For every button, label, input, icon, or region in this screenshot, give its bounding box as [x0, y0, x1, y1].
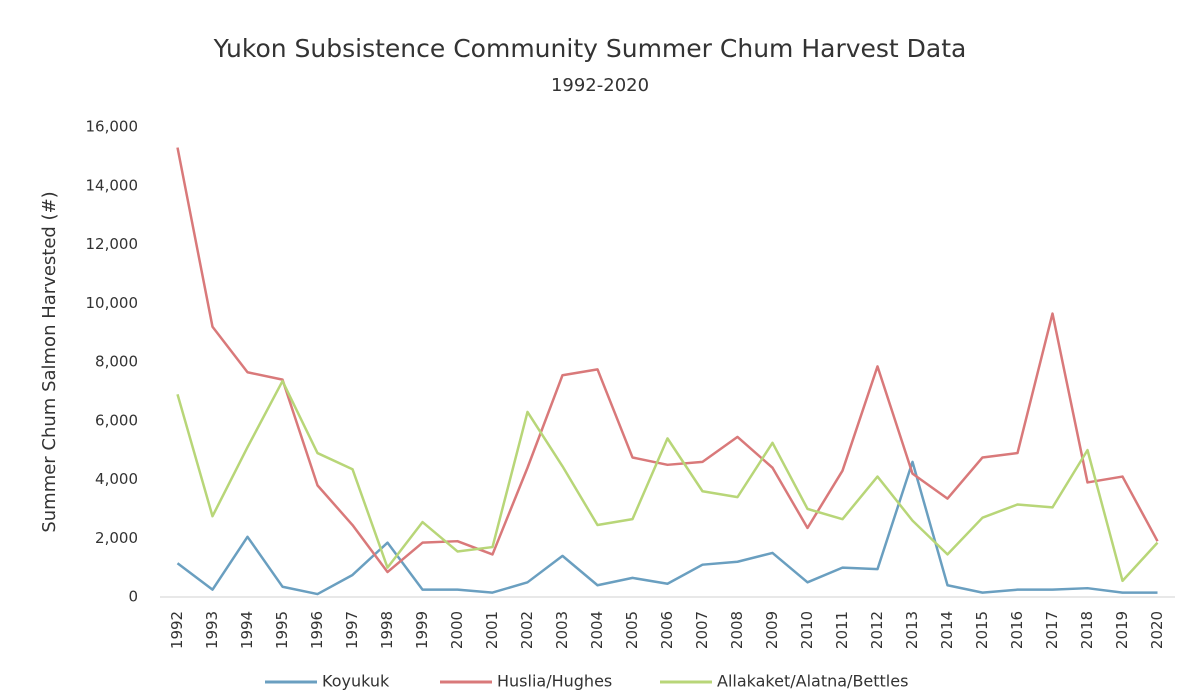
x-tick-label: 2008 — [728, 611, 746, 649]
x-tick-label: 2011 — [833, 611, 851, 649]
y-tick-label: 16,000 — [86, 118, 139, 136]
x-tick-label: 1997 — [343, 611, 361, 649]
y-tick-label: 6,000 — [95, 411, 138, 429]
x-tick-label: 2020 — [1148, 611, 1166, 649]
x-tick-label: 2006 — [658, 611, 676, 649]
y-tick-label: 8,000 — [95, 353, 138, 371]
x-tick-label: 1995 — [273, 611, 291, 649]
x-tick-label: 2017 — [1043, 611, 1061, 649]
legend-label: Koyukuk — [322, 672, 390, 691]
x-tick-label: 2019 — [1113, 611, 1131, 649]
series-line — [176, 460, 1158, 596]
x-tick-label: 2004 — [588, 611, 606, 649]
x-tick-label: 1993 — [203, 611, 221, 649]
x-tick-label: 2016 — [1008, 611, 1026, 649]
y-tick-label: 0 — [128, 588, 138, 606]
y-tick-label: 4,000 — [95, 470, 138, 488]
y-tick-label: 12,000 — [86, 235, 139, 253]
legend-label: Huslia/Hughes — [497, 672, 612, 691]
y-tick-label: 10,000 — [86, 294, 139, 312]
x-tick-label: 2003 — [553, 611, 571, 649]
x-tick-label: 2009 — [763, 611, 781, 649]
x-tick-label: 2015 — [973, 611, 991, 649]
legend-label: Allakaket/Alatna/Bettles — [717, 672, 908, 691]
x-tick-label: 2001 — [483, 611, 501, 649]
x-tick-label: 1998 — [378, 611, 396, 649]
x-tick-label: 2005 — [623, 611, 641, 649]
x-tick-label: 2012 — [868, 611, 886, 649]
chart-subtitle: 1992-2020 — [551, 75, 649, 96]
x-tick-label: 2002 — [518, 611, 536, 649]
series-line — [176, 379, 1159, 583]
y-tick-label: 2,000 — [95, 529, 138, 547]
chart-title: Yukon Subsistence Community Summer Chum … — [213, 34, 967, 63]
x-tick-label: 1996 — [308, 611, 326, 649]
y-tick-label: 14,000 — [86, 176, 139, 194]
x-tick-label: 2000 — [448, 611, 466, 649]
x-tick-label: 2014 — [938, 611, 956, 649]
y-axis-label: Summer Chum Salmon Harvested (#) — [39, 191, 60, 532]
x-tick-label: 2013 — [903, 611, 921, 649]
x-tick-label: 1992 — [168, 611, 186, 649]
x-tick-label: 1999 — [413, 611, 431, 649]
x-tick-label: 2018 — [1078, 611, 1096, 649]
series-line — [176, 147, 1159, 574]
x-tick-label: 1994 — [238, 611, 256, 649]
x-tick-label: 2007 — [693, 611, 711, 649]
x-tick-label: 2010 — [798, 611, 816, 649]
